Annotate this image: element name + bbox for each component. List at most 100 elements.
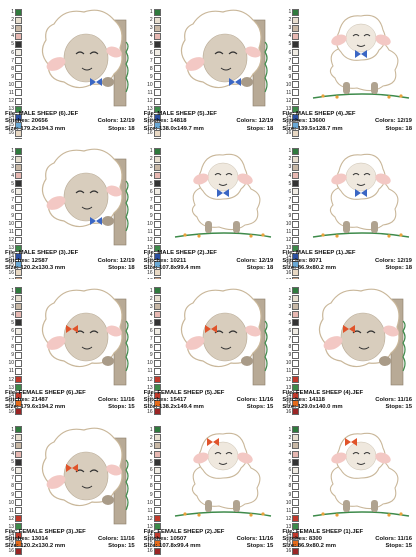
color-swatch <box>292 261 300 269</box>
color-swatch <box>15 277 22 279</box>
color-chip: 3 <box>282 442 306 450</box>
color-swatch <box>292 400 300 408</box>
color-chip: 11 <box>144 507 168 515</box>
color-chip-number: 5 <box>11 41 14 48</box>
color-swatch <box>153 392 161 400</box>
design-card[interactable]: 12345678910111213141516171819File: MALE … <box>277 139 416 279</box>
color-chip-number: 9 <box>288 213 292 220</box>
color-chip: 5 <box>282 458 306 466</box>
color-chip: 9 <box>282 351 306 359</box>
color-chip: 7 <box>144 474 168 482</box>
color-chip-number: 7 <box>149 57 153 64</box>
design-card[interactable]: 1 2 3 4 5 6 7 8 9 10 11 12 13 14 15 16 File: FEMALE SHEE… <box>139 279 278 418</box>
color-chip-number: 12 <box>8 376 14 383</box>
color-chip-number: 7 <box>11 475 14 482</box>
color-swatch <box>15 450 22 458</box>
color-chip: 5 <box>144 40 168 48</box>
color-chip-number: 15 <box>147 400 153 407</box>
design-card[interactable]: 12345678910111213141516171819File: MALE … <box>0 139 139 279</box>
color-chip-number: 8 <box>11 204 14 211</box>
color-chip-number: 10 <box>8 360 14 367</box>
color-chip: 17 <box>5 138 29 140</box>
color-swatch <box>153 121 161 129</box>
design-card[interactable]: 12345678910111213141516171819File: MALE … <box>139 0 278 140</box>
color-chip-number: 11 <box>8 368 14 375</box>
color-swatch <box>292 408 300 416</box>
color-chip: 2 <box>5 155 29 163</box>
color-chip-number: 2 <box>288 156 292 163</box>
color-chip-number: 5 <box>288 459 292 466</box>
stop-count: Stops: 15 <box>108 404 135 411</box>
color-chip: 10 <box>5 220 29 228</box>
color-chip-number: 6 <box>11 49 14 56</box>
color-swatch <box>15 32 22 40</box>
color-swatch <box>15 147 22 155</box>
color-chip-number: 6 <box>288 49 292 56</box>
color-chip-number: 11 <box>286 229 292 236</box>
stitch-count: Stitches: 10507 <box>143 536 187 543</box>
color-chip: 4 <box>144 32 168 40</box>
color-chip: 8 <box>144 65 168 73</box>
color-swatch <box>292 212 300 220</box>
color-swatch <box>153 400 161 408</box>
color-swatch <box>153 228 161 236</box>
color-chip: 12 <box>144 515 168 523</box>
color-chip-number: 10 <box>285 499 292 506</box>
color-chip: 1 <box>5 426 29 434</box>
design-card[interactable]: 1 2 3 4 5 6 7 8 9 10 11 12 13 14 15 16 File: FEMALE SHEE… <box>0 279 139 418</box>
color-swatch <box>15 539 22 547</box>
color-swatch <box>153 491 161 499</box>
color-swatch <box>153 515 161 523</box>
color-chip: 1 <box>144 8 168 16</box>
design-card[interactable]: 1 2 3 4 5 6 7 8 9 10 11 12 13 14 15 16 File: FEMALE SHEE… <box>0 418 139 557</box>
color-swatch <box>292 155 300 163</box>
sheep-embroidery-preview <box>26 141 138 249</box>
color-chart: 1 2 3 4 5 6 7 8 9 10 11 12 13 14 15 16 <box>282 287 306 417</box>
file-name: File: MALE SHEEP (1).JEF <box>282 250 356 257</box>
color-chip: 15 <box>144 539 168 547</box>
color-chip-number: 4 <box>288 172 292 179</box>
file-name: File: FEMALE SHEEP (5).JEF <box>143 389 225 396</box>
design-card[interactable]: 1 2 3 4 5 6 7 8 9 10 11 12 13 14 15 16 File: FEMALE SHEE… <box>277 418 416 557</box>
design-info: File: MALE SHEEP (4).JEF Stitches: 13600 C… <box>282 111 412 133</box>
color-chip: 5 <box>144 319 168 327</box>
color-chip: 1 <box>144 147 168 155</box>
color-chip: 9 <box>5 351 29 359</box>
color-chip: 3 <box>5 442 29 450</box>
design-card[interactable]: 1 2 3 4 5 6 7 8 9 10 11 12 13 14 15 16 File: FEMALE SHEE… <box>277 279 416 418</box>
color-swatch <box>292 359 300 367</box>
color-chip-number: 7 <box>149 475 153 482</box>
design-card[interactable]: 1 2 3 4 5 6 7 8 9 10 11 12 13 14 15 16 File: FEMALE SHEE… <box>139 418 278 557</box>
color-chip: 13 <box>282 244 306 252</box>
color-chip: 8 <box>144 343 168 351</box>
color-chip: 14 <box>144 252 168 261</box>
color-swatch <box>292 57 300 65</box>
color-swatch <box>15 73 22 81</box>
design-size: Size: 107.8x99.4 mm <box>143 543 201 550</box>
color-swatch <box>292 89 300 97</box>
color-chart: 12345678910111213141516171819 <box>282 147 306 279</box>
color-chip-number: 10 <box>285 221 292 228</box>
color-swatch <box>15 523 22 531</box>
color-swatch <box>15 287 22 295</box>
color-swatch <box>15 311 22 319</box>
color-chip-number: 8 <box>288 65 292 72</box>
color-chip-number: 11 <box>8 89 14 96</box>
color-chip: 15 <box>282 539 306 547</box>
color-swatch <box>292 196 300 204</box>
color-swatch <box>292 287 300 295</box>
color-swatch <box>153 261 161 269</box>
color-chip: 10 <box>282 359 306 367</box>
design-card[interactable]: 12345678910111213141516171819File: MALE … <box>277 0 416 140</box>
color-chip: 4 <box>282 32 306 40</box>
color-chip-number: 13 <box>285 245 292 252</box>
color-chip-number: 12 <box>147 98 153 105</box>
design-card[interactable]: 12345678910111213141516171819File: MALE … <box>0 0 139 140</box>
color-chip-number: 2 <box>11 295 14 302</box>
color-chip: 12 <box>282 236 306 244</box>
color-chip: 6 <box>144 327 168 335</box>
color-chip-number: 7 <box>11 57 14 64</box>
color-swatch <box>292 474 300 482</box>
color-chip: 13 <box>144 523 168 531</box>
design-card[interactable]: 12345678910111213141516171819File: MALE … <box>139 139 278 279</box>
